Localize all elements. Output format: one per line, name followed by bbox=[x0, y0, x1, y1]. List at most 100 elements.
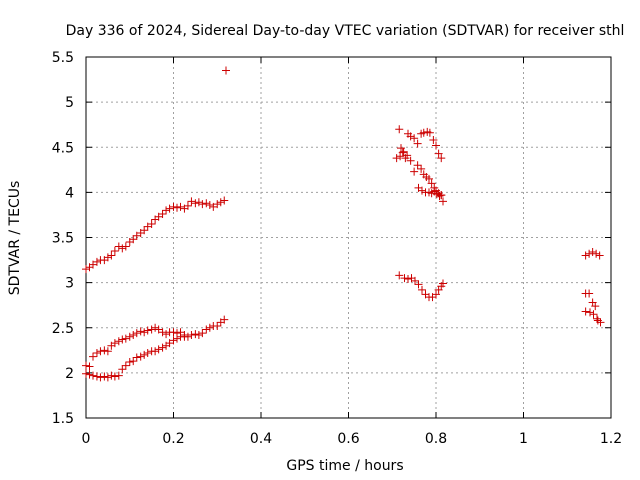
data-point bbox=[89, 352, 97, 361]
data-point bbox=[173, 203, 181, 212]
data-point bbox=[418, 285, 426, 294]
data-point bbox=[591, 302, 600, 311]
data-point bbox=[435, 191, 444, 200]
x-tick-label: 0.6 bbox=[337, 431, 359, 447]
data-point bbox=[413, 161, 422, 170]
data-point bbox=[432, 290, 440, 299]
data-point bbox=[96, 347, 105, 356]
data-point bbox=[85, 362, 94, 371]
chart-title: Day 336 of 2024, Sidereal Day-to-day VTE… bbox=[66, 23, 625, 39]
data-point bbox=[107, 371, 116, 380]
data-point bbox=[162, 330, 171, 339]
data-point bbox=[406, 132, 415, 141]
data-point bbox=[114, 242, 123, 251]
data-point bbox=[222, 66, 230, 75]
series-cluster-0.8-low bbox=[414, 183, 446, 200]
data-point bbox=[593, 314, 601, 323]
x-tick-label: 0.2 bbox=[162, 431, 184, 447]
data-point bbox=[136, 327, 145, 336]
x-tick-label: 0.4 bbox=[250, 431, 272, 447]
data-point bbox=[103, 253, 112, 262]
series-outlier bbox=[222, 66, 230, 75]
data-point bbox=[92, 349, 101, 358]
series-cluster-0.8-bottom bbox=[395, 271, 447, 302]
data-point bbox=[194, 330, 203, 339]
data-point bbox=[158, 328, 167, 337]
data-point bbox=[110, 247, 119, 256]
data-point bbox=[392, 154, 401, 163]
data-point bbox=[581, 251, 590, 260]
data-point bbox=[213, 200, 222, 209]
data-point bbox=[586, 308, 594, 317]
y-axis-label: SDTVAR / TECUs bbox=[7, 181, 23, 296]
data-point bbox=[406, 156, 415, 165]
data-point bbox=[198, 200, 207, 209]
data-point bbox=[169, 202, 178, 211]
y-tick-label: 2.5 bbox=[52, 321, 74, 337]
data-point bbox=[400, 274, 409, 283]
grid-lines bbox=[86, 57, 611, 418]
data-point bbox=[154, 345, 163, 354]
data-point bbox=[425, 128, 434, 137]
data-point bbox=[132, 353, 141, 362]
plot-border bbox=[85, 56, 612, 419]
data-point bbox=[585, 289, 594, 298]
data-point bbox=[143, 349, 152, 358]
data-point bbox=[202, 199, 211, 208]
data-point bbox=[187, 330, 196, 339]
data-point bbox=[103, 347, 112, 356]
series-cluster-1.15-bottom bbox=[581, 307, 601, 323]
series-cluster-0.8-upper bbox=[395, 125, 446, 163]
data-point bbox=[162, 206, 171, 215]
data-point bbox=[183, 201, 192, 210]
data-point bbox=[132, 329, 141, 338]
data-point bbox=[129, 235, 138, 244]
data-point bbox=[89, 371, 97, 380]
data-point bbox=[425, 174, 433, 183]
data-point bbox=[191, 199, 200, 208]
data-point bbox=[125, 358, 134, 367]
y-tick-label: 3 bbox=[65, 276, 74, 292]
data-point bbox=[205, 323, 214, 332]
data-point bbox=[136, 352, 145, 361]
y-tick-label: 5.5 bbox=[52, 50, 74, 66]
y-tick-label: 2 bbox=[65, 366, 74, 382]
data-point bbox=[82, 361, 90, 370]
data-point bbox=[121, 242, 130, 251]
data-point bbox=[176, 332, 185, 341]
data-point bbox=[140, 328, 149, 337]
x-tick-label: 1 bbox=[519, 431, 528, 447]
data-point bbox=[118, 244, 127, 253]
data-point bbox=[410, 134, 419, 143]
data-point bbox=[118, 335, 127, 344]
data-point bbox=[121, 361, 130, 370]
data-point bbox=[183, 332, 192, 341]
y-tick-label: 4 bbox=[65, 185, 74, 201]
data-point bbox=[107, 251, 116, 260]
data-point bbox=[410, 167, 419, 176]
data-point bbox=[581, 307, 590, 316]
data-point bbox=[100, 372, 109, 381]
data-point bbox=[96, 373, 105, 382]
data-point bbox=[589, 310, 598, 319]
data-point bbox=[220, 196, 229, 205]
series-cluster-1.15-upper bbox=[581, 247, 604, 260]
data-point bbox=[213, 321, 222, 330]
data-point bbox=[592, 249, 601, 258]
data-point bbox=[158, 210, 167, 219]
data-point bbox=[194, 198, 203, 207]
y-tick-label: 1.5 bbox=[52, 411, 74, 427]
data-point bbox=[434, 149, 443, 158]
data-point bbox=[103, 373, 112, 382]
data-point bbox=[140, 350, 149, 359]
data-point bbox=[165, 204, 174, 213]
data-point bbox=[399, 147, 408, 156]
data-point bbox=[585, 249, 594, 258]
data-point bbox=[114, 337, 123, 346]
data-point bbox=[417, 164, 426, 173]
x-tick-labels: 0 0.2 0.4 0.6 0.8 1 1.2 bbox=[82, 431, 623, 447]
data-point bbox=[427, 179, 436, 188]
data-point bbox=[92, 372, 101, 381]
data-point bbox=[202, 325, 211, 334]
data-point bbox=[187, 197, 196, 206]
